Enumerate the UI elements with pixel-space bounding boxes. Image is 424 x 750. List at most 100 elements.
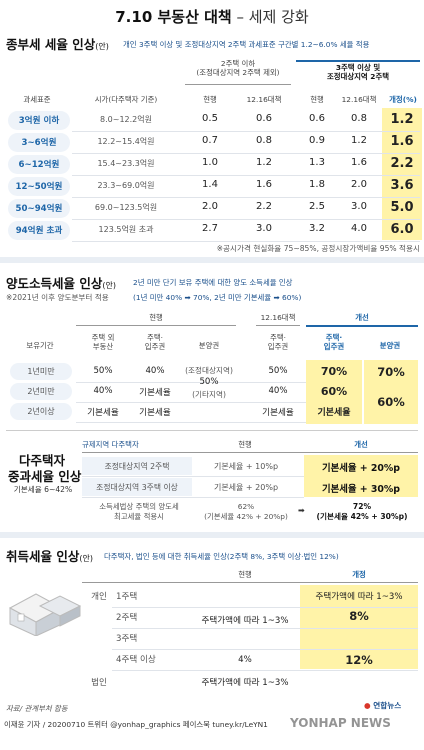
s4-row-label: 4주택 이상 <box>116 655 156 665</box>
s3-row-target-bg <box>82 457 192 475</box>
s4-h-cur: 현행 <box>238 570 252 579</box>
s2-row-new-house: 60% <box>320 385 348 398</box>
s1-row-price: 8.0~12.2억원 <box>100 115 152 124</box>
s2-row-period: 2년이상 <box>27 407 55 416</box>
s1-row-base: 3억원 이하 <box>18 116 60 126</box>
s3-last-cur: 62% (기본세율 42% + 20%p) <box>204 502 288 521</box>
s1-col-1216: 12.16대책 <box>246 95 282 104</box>
s2-new-presale-merged: 60% <box>377 395 405 409</box>
s3-row-separator <box>82 476 304 477</box>
page-title: 7.10 부동산 대책 – 세제 강화 <box>115 8 309 26</box>
s4-row-separator <box>112 607 418 608</box>
s1-row-new: 1.2 <box>390 112 414 127</box>
s2-row-period: 2년미만 <box>27 387 55 396</box>
s1-row-1216b: 2.0 <box>351 179 367 190</box>
s1-row-cur2: 0.6 <box>309 113 325 124</box>
logo: ● 연합뉴스 <box>364 701 402 710</box>
watermark: YONHAP NEWS <box>290 716 391 730</box>
s2-row-period-bg <box>10 383 72 400</box>
s4-new-3: 12% <box>345 653 373 667</box>
s3-row-cur: 기본세율 + 20%p <box>213 483 279 492</box>
s1-row-new: 6.0 <box>390 222 414 237</box>
s2-row-separator <box>76 422 306 423</box>
s3-h-cur: 현행 <box>238 440 252 449</box>
s2-h-presale: 분양권 <box>198 341 220 350</box>
s2-row-separator <box>76 402 306 403</box>
s4-h-new: 개정 <box>352 570 366 579</box>
s4-row-label: 1주택 <box>116 592 138 602</box>
section1-note: 개인 3주택 이상 및 조정대상지역 2주택 과세표준 구간별 1.2~6.0%… <box>123 40 370 49</box>
s1-row-cur2: 1.8 <box>309 179 325 190</box>
s3-h-new: 개선 <box>354 440 368 449</box>
s3-row-separator <box>82 497 304 498</box>
s1-row-base: 3~6억원 <box>21 138 57 148</box>
s1-row-cur: 0.5 <box>202 113 218 124</box>
s1-row-1216: 1.2 <box>256 157 272 168</box>
s1-row-cur2: 3.2 <box>309 223 325 234</box>
s4-new-2: 8% <box>349 609 369 623</box>
s1-row-separator <box>72 241 420 242</box>
s4-cur-merged: 주택가액에 따라 1~3% <box>201 616 289 626</box>
s2-h-new: 개선 <box>306 313 418 327</box>
s1-row-1216b: 1.6 <box>351 157 367 168</box>
s1-row-price: 15.4~23.3억원 <box>97 159 155 168</box>
s2-row-1216: 기본세율 <box>262 408 294 418</box>
s4-cat-corp: 법인 <box>91 678 107 688</box>
s1-row-new: 1.6 <box>390 134 414 149</box>
section3-sub: 기본세율 6~42% <box>13 485 73 494</box>
s1-row-1216b: 4.0 <box>351 223 367 234</box>
s3-row-cur: 기본세율 + 10%p <box>213 462 279 471</box>
s1-row-base-bg <box>8 133 70 152</box>
s4-row-label: 3주택 <box>116 634 138 644</box>
s2-row-house: 40% <box>145 366 165 376</box>
s1-col-new: 개정(%) <box>389 95 417 104</box>
section1-heading: 종부세 세율 인상(안) <box>6 37 109 52</box>
s2-h-other: 주택 외 부동산 <box>91 333 115 351</box>
s1-row-separator <box>72 131 420 132</box>
s1-row-base: 50~94억원 <box>15 204 63 214</box>
s1-row-base-bg <box>8 199 70 218</box>
section2-heading: 양도소득세율 인상(안) <box>6 276 116 291</box>
s1-row-separator <box>72 175 420 176</box>
s3-h-target: 규제지역 다주택자 <box>82 440 139 449</box>
s1-row-separator <box>72 153 420 154</box>
s1-group2-header: 3주택 이상 및 조정대상지역 2주택 <box>296 60 420 81</box>
s1-row-1216: 1.6 <box>256 179 272 190</box>
s2-row-house: 기본세율 <box>139 388 171 398</box>
s2-row-period-bg <box>10 363 72 380</box>
s1-row-1216b: 1.2 <box>351 135 367 146</box>
s1-row-cur: 1.4 <box>202 179 218 190</box>
s2-h-new-presale: 분양권 <box>379 341 401 350</box>
s1-row-cur: 0.7 <box>202 135 218 146</box>
s1-row-1216: 0.6 <box>256 113 272 124</box>
s1-row-1216b: 3.0 <box>351 201 367 212</box>
s1-row-cur: 2.7 <box>202 223 218 234</box>
s2-h-period: 보유기간 <box>26 341 54 350</box>
section2-note2: (1년 미만 40% ➡ 70%, 2년 미만 기본세율 ➡ 60%) <box>133 293 302 302</box>
section4-note: 다주택자, 법인 등에 대한 취득세율 인상(2주택 8%, 3주택 이상·법인… <box>104 552 339 561</box>
s3-row-new: 기본세율 + 20%p <box>321 463 401 474</box>
s4-row-label: 2주택 <box>116 613 138 623</box>
s2-h-house2: 주택· 입주권 <box>267 333 289 351</box>
s1-row-cur: 1.0 <box>202 157 218 168</box>
s1-row-base: 12~50억원 <box>15 182 63 192</box>
s1-row-separator <box>72 219 420 220</box>
s1-row-price: 12.2~15.4억원 <box>97 137 155 146</box>
s2-row-period-bg <box>10 403 72 420</box>
s3-row-new: 기본세율 + 30%p <box>321 484 401 495</box>
s2-h-house: 주택· 입주권 <box>144 333 166 351</box>
s1-row-cur2: 2.5 <box>309 201 325 212</box>
s3-last-new: 72% (기본세율 42% + 30%p) <box>316 502 408 522</box>
s1-row-base-bg <box>8 155 70 174</box>
s1-row-cur: 2.0 <box>202 201 218 212</box>
s2-row-other: 50% <box>93 366 113 376</box>
s2-presale-merged: (조정대상지역) 50% (기타지역) <box>185 366 233 400</box>
s1-col-tax: 과세표준 <box>23 95 51 104</box>
footer-credit: 이재윤 기자 / 20200710 트위터 @yonhap_graphics 페… <box>4 720 268 729</box>
section3-heading: 다주택자 중과세율 인상 <box>8 453 82 484</box>
s1-row-separator <box>72 197 420 198</box>
s1-col-cur: 현행 <box>203 95 217 104</box>
s1-group1-header: 2주택 이하 (조정대상지역 2주택 제외) <box>196 59 280 77</box>
s1-col-price: 시가(다주택자 기준) <box>94 95 158 104</box>
s3-row-target: 조정대상지역 3주택 이상 <box>96 483 178 492</box>
